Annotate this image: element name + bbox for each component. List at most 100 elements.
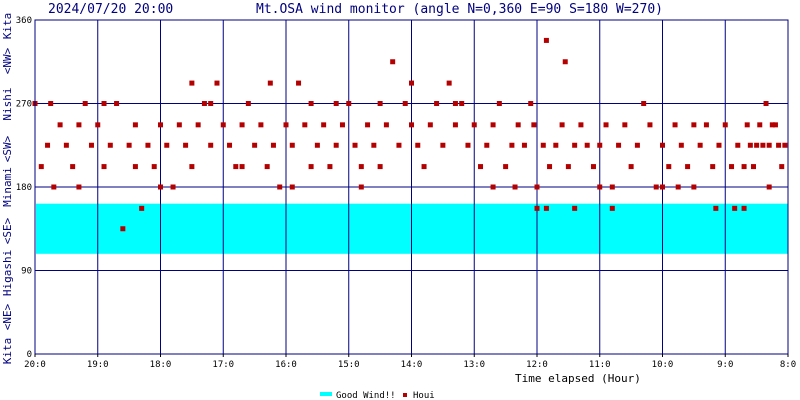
data-point — [101, 101, 107, 106]
data-point — [308, 164, 314, 170]
data-point — [48, 101, 54, 106]
data-point — [321, 122, 327, 128]
data-point — [496, 101, 502, 106]
legend-band-swatch — [320, 392, 332, 396]
data-point — [562, 59, 568, 65]
y-tick-label: 270 — [16, 100, 32, 110]
data-point — [515, 122, 521, 128]
direction-label: Minami — [1, 167, 14, 207]
legend-series-label: Houi — [413, 391, 435, 400]
data-point — [390, 59, 396, 65]
data-point — [653, 184, 659, 190]
data-point — [741, 164, 747, 170]
data-point — [641, 101, 647, 106]
data-point — [754, 142, 760, 148]
data-point — [132, 122, 138, 128]
data-point — [252, 142, 258, 148]
direction-label: <NW> — [1, 47, 14, 74]
data-point — [713, 205, 719, 211]
data-point — [327, 164, 333, 170]
data-point — [678, 142, 684, 148]
data-point — [534, 205, 540, 211]
data-point — [70, 164, 76, 170]
direction-label: Kita — [1, 13, 14, 40]
chart-title: Mt.OSA wind monitor (angle N=0,360 E=90 … — [256, 2, 663, 17]
data-point — [521, 142, 527, 148]
data-point — [227, 142, 233, 148]
data-point — [270, 142, 276, 148]
data-point — [176, 122, 182, 128]
data-point — [201, 101, 207, 106]
y-tick-label: 360 — [16, 16, 32, 26]
data-point — [308, 101, 314, 106]
data-point — [478, 164, 484, 170]
data-point — [76, 122, 82, 128]
legend: Good Wind!! Houi — [320, 391, 435, 400]
x-tick-label: 12:0 — [526, 360, 548, 370]
data-point — [732, 205, 738, 211]
data-point — [132, 164, 138, 170]
data-point — [616, 142, 622, 148]
data-point — [107, 142, 113, 148]
data-point — [277, 184, 283, 190]
data-point — [239, 122, 245, 128]
direction-label: <SW> — [1, 135, 14, 162]
data-point — [214, 80, 220, 86]
data-point — [528, 101, 534, 106]
direction-label: <SE> — [1, 217, 14, 244]
data-point — [691, 184, 697, 190]
data-point — [531, 122, 537, 128]
x-tick-label: 14:0 — [401, 360, 423, 370]
data-point — [377, 101, 383, 106]
data-point — [440, 142, 446, 148]
data-point — [766, 184, 772, 190]
data-point — [352, 142, 358, 148]
data-point — [543, 205, 549, 211]
data-point — [572, 205, 578, 211]
data-point — [126, 142, 132, 148]
data-point — [427, 122, 433, 128]
data-point — [647, 122, 653, 128]
data-point — [434, 101, 440, 106]
data-point — [660, 142, 665, 148]
data-point — [139, 205, 145, 211]
x-tick-label: 16:0 — [275, 360, 297, 370]
x-tick-label: 8:0 — [780, 360, 796, 370]
x-tick-labels: 20:0 19:0 18:0 17:0 16:0 15:0 14:0 13:0 12:0 11:0… — [24, 354, 796, 370]
data-point — [572, 142, 578, 148]
x-tick-label: 20:0 — [24, 360, 46, 370]
data-point — [685, 164, 691, 170]
data-point — [553, 142, 559, 148]
data-point — [769, 122, 775, 128]
data-point — [245, 101, 251, 106]
x-tick-label: 19:0 — [87, 360, 109, 370]
x-tick-label: 18:0 — [150, 360, 172, 370]
data-point — [760, 142, 766, 148]
data-point — [484, 142, 490, 148]
x-tick-label: 9:0 — [717, 360, 733, 370]
direction-label: Higashi — [1, 250, 14, 296]
y-tick-label: 90 — [21, 267, 32, 277]
data-point — [82, 101, 88, 106]
data-point — [512, 184, 518, 190]
data-point — [296, 80, 302, 86]
data-point — [289, 184, 295, 190]
data-point — [267, 80, 273, 86]
y-tick-labels: 0 90 180 270 360 — [16, 16, 32, 360]
data-point — [170, 184, 176, 190]
data-point — [38, 164, 44, 170]
data-point — [757, 122, 763, 128]
wind-direction-points — [32, 37, 788, 232]
data-point — [735, 142, 741, 148]
data-point — [95, 122, 101, 128]
data-point — [365, 122, 371, 128]
data-point — [302, 122, 308, 128]
data-point — [45, 142, 51, 148]
x-tick-label: 13:0 — [463, 360, 485, 370]
data-point — [151, 164, 157, 170]
data-point — [383, 122, 389, 128]
data-point — [183, 142, 189, 148]
legend-band-label: Good Wind!! — [336, 391, 396, 400]
data-point — [660, 184, 665, 190]
